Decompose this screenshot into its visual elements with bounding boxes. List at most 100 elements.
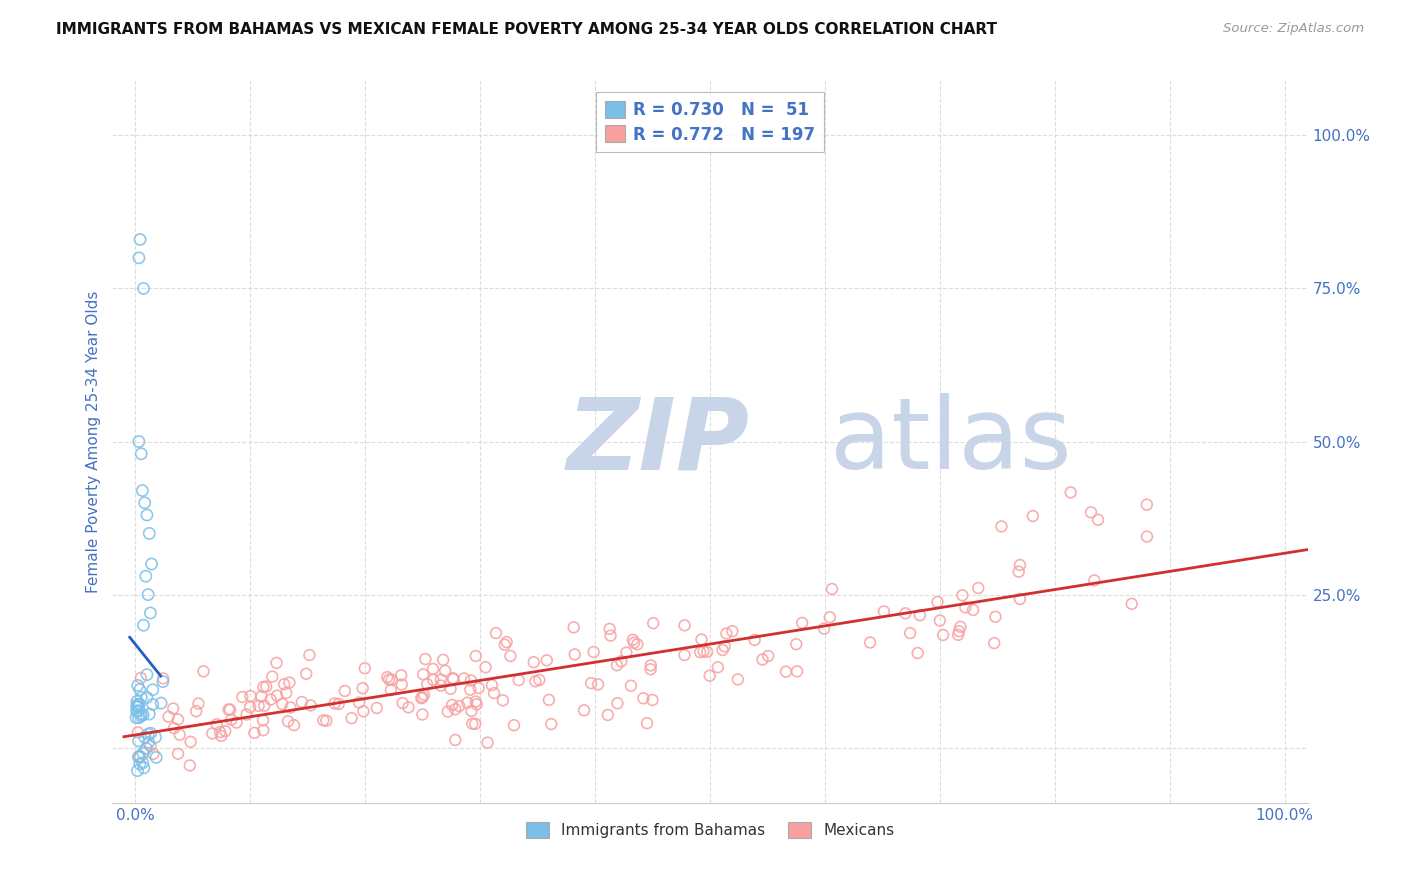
Point	[145, 750, 167, 764]
Point	[299, 698, 322, 713]
Point	[713, 640, 735, 654]
Point	[225, 715, 247, 730]
Point	[128, 750, 150, 764]
Point	[453, 672, 475, 686]
Point	[467, 681, 489, 695]
Point	[152, 674, 174, 689]
Point	[1136, 498, 1159, 512]
Point	[128, 434, 150, 449]
Point	[135, 569, 157, 583]
Point	[422, 662, 444, 676]
Point	[950, 588, 973, 602]
Point	[949, 620, 972, 634]
Point	[163, 721, 186, 735]
Legend: Immigrants from Bahamas, Mexicans: Immigrants from Bahamas, Mexicans	[519, 814, 901, 846]
Point	[596, 708, 619, 723]
Point	[429, 679, 451, 693]
Point	[460, 673, 482, 688]
Point	[136, 727, 159, 741]
Point	[378, 673, 401, 687]
Point	[142, 698, 165, 712]
Point	[315, 714, 337, 728]
Point	[129, 447, 152, 461]
Point	[586, 677, 609, 691]
Point	[366, 701, 388, 715]
Point	[252, 680, 274, 694]
Point	[340, 711, 363, 725]
Point	[250, 690, 273, 704]
Point	[283, 718, 305, 732]
Point	[138, 707, 160, 722]
Point	[201, 726, 224, 740]
Point	[127, 725, 149, 739]
Point	[391, 677, 413, 691]
Point	[312, 714, 335, 728]
Point	[239, 700, 262, 714]
Point	[125, 694, 148, 708]
Point	[162, 701, 184, 715]
Point	[907, 646, 929, 660]
Point	[477, 736, 499, 750]
Point	[449, 699, 471, 714]
Point	[127, 699, 149, 714]
Point	[673, 618, 696, 632]
Point	[280, 700, 302, 714]
Y-axis label: Female Poverty Among 25-34 Year Olds: Female Poverty Among 25-34 Year Olds	[86, 291, 101, 592]
Point	[744, 632, 766, 647]
Point	[464, 716, 486, 731]
Point	[231, 690, 253, 704]
Point	[610, 654, 633, 668]
Point	[347, 696, 370, 710]
Point	[444, 702, 467, 716]
Point	[295, 666, 318, 681]
Point	[485, 626, 508, 640]
Point	[928, 614, 950, 628]
Point	[699, 668, 721, 682]
Point	[482, 686, 505, 700]
Point	[955, 600, 977, 615]
Text: Source: ZipAtlas.com: Source: ZipAtlas.com	[1223, 22, 1364, 36]
Point	[430, 673, 453, 687]
Point	[127, 678, 149, 692]
Point	[129, 690, 152, 705]
Point	[492, 693, 515, 707]
Point	[235, 707, 257, 722]
Point	[260, 692, 283, 706]
Point	[441, 671, 464, 685]
Point	[186, 704, 208, 718]
Point	[138, 735, 160, 749]
Point	[464, 648, 486, 663]
Point	[391, 696, 413, 710]
Point	[139, 606, 162, 620]
Point	[167, 713, 190, 727]
Point	[209, 729, 232, 743]
Point	[898, 626, 921, 640]
Point	[252, 713, 274, 727]
Point	[432, 653, 454, 667]
Point	[150, 696, 173, 710]
Point	[127, 764, 149, 778]
Point	[983, 636, 1005, 650]
Point	[967, 581, 990, 595]
Point	[456, 696, 478, 710]
Point	[266, 689, 288, 703]
Point	[413, 688, 436, 702]
Point	[441, 698, 464, 712]
Point	[562, 620, 585, 634]
Point	[291, 695, 314, 709]
Point	[415, 652, 437, 666]
Point	[333, 684, 356, 698]
Point	[131, 483, 153, 498]
Point	[932, 628, 955, 642]
Point	[253, 698, 276, 713]
Point	[136, 588, 159, 602]
Point	[792, 615, 814, 630]
Point	[214, 724, 236, 739]
Point	[540, 717, 562, 731]
Point	[352, 681, 374, 696]
Point	[524, 674, 547, 689]
Point	[218, 702, 240, 716]
Point	[474, 660, 496, 674]
Point	[134, 731, 156, 745]
Point	[859, 635, 882, 649]
